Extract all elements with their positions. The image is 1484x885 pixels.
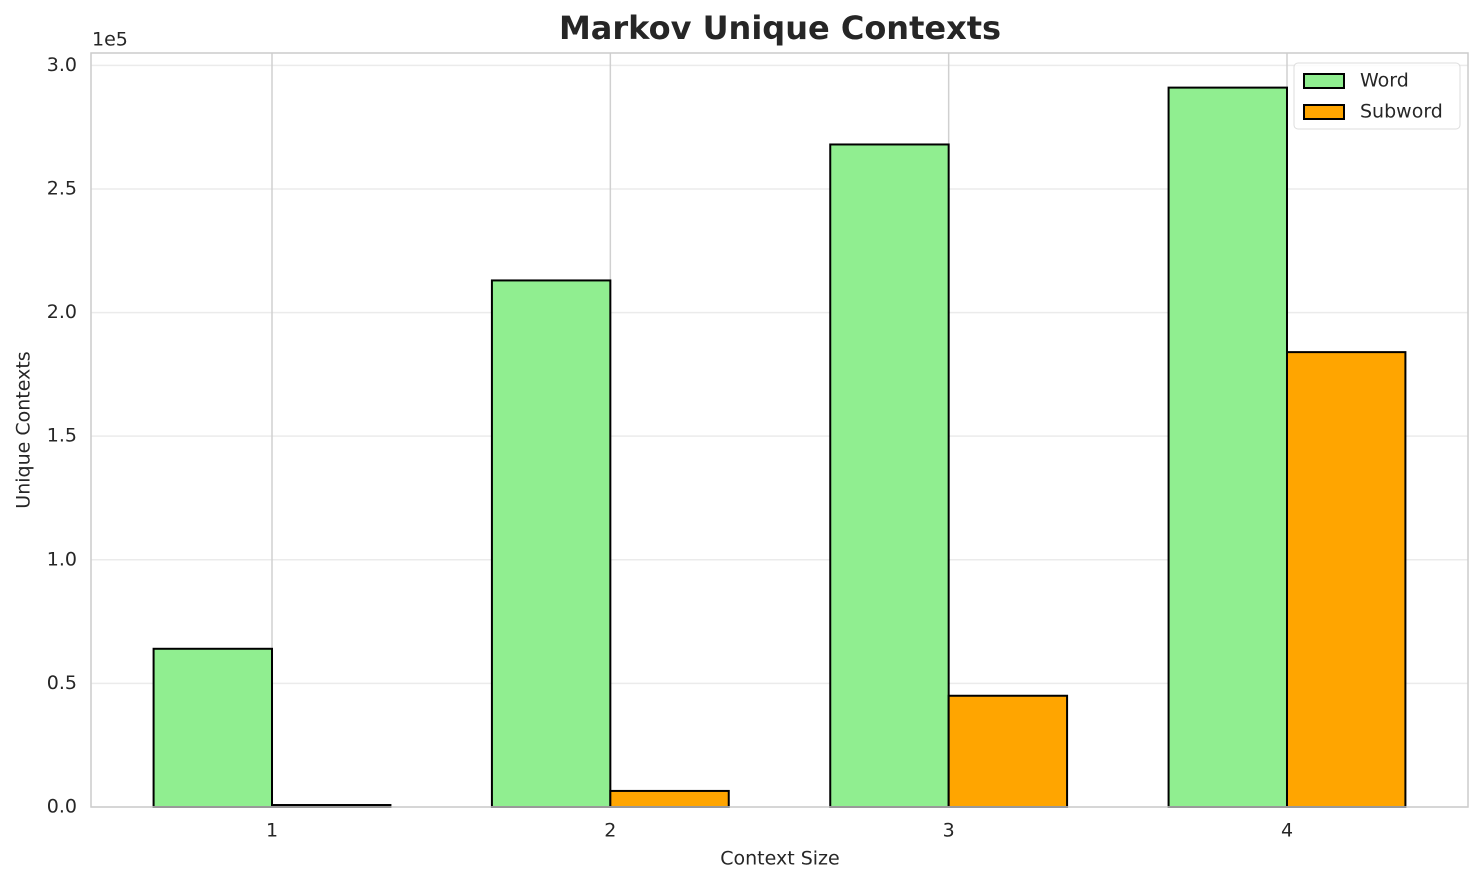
legend-label: Subword — [1360, 101, 1443, 123]
y-axis-label: Unique Contexts — [13, 351, 35, 508]
bar — [829, 143, 950, 808]
x-tick-label: 1 — [266, 820, 278, 842]
legend-swatch — [1303, 73, 1345, 89]
plot-frame — [90, 52, 1469, 808]
x-tick-label: 2 — [604, 820, 616, 842]
legend-label: Word — [1360, 70, 1409, 92]
y-tick-label: 1.0 — [47, 548, 77, 570]
x-tick-label: 4 — [1281, 820, 1293, 842]
bar — [609, 789, 730, 809]
y-tick-label: 1.5 — [47, 425, 77, 447]
bar — [490, 279, 612, 809]
y-offset-label: 1e5 — [92, 29, 128, 51]
y-tick-label: 2.0 — [47, 301, 77, 323]
chart-title: Markov Unique Contexts — [559, 9, 1001, 47]
x-tick-label: 3 — [943, 820, 955, 842]
y-tick-label: 0.5 — [47, 672, 77, 694]
legend-swatch — [1303, 104, 1345, 120]
legend: Word Subword — [1293, 62, 1461, 130]
y-tick-label: 2.5 — [47, 177, 77, 199]
y-tick-label: 0.0 — [47, 796, 77, 818]
bar — [152, 647, 274, 809]
bar — [1167, 86, 1288, 808]
x-axis-label: Context Size — [720, 848, 839, 870]
y-tick-label: 3.0 — [47, 54, 77, 76]
bar — [1285, 351, 1407, 808]
bar — [947, 694, 1069, 808]
